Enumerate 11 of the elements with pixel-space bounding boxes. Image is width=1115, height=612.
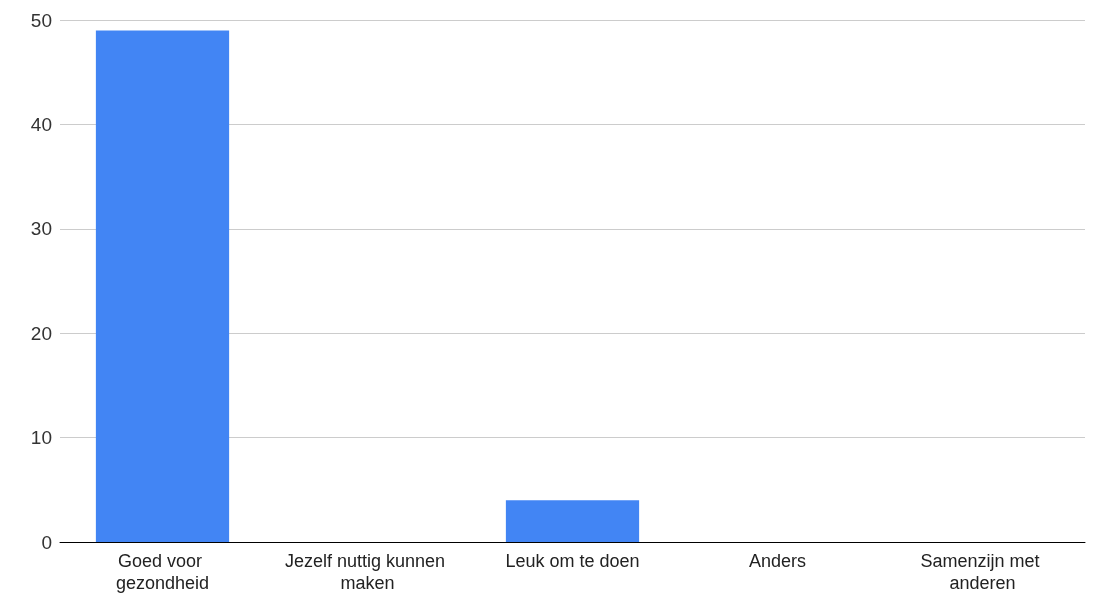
x-tick-label: Anders [748,551,807,571]
x-tick-label: Jezelf nuttig kunnen maken [284,551,451,593]
y-tick-label: 20 [30,322,52,344]
y-tick-label: 30 [30,218,52,240]
x-tick-label: Samenzijn met anderen [920,551,1045,593]
y-tick-label: 40 [30,113,52,135]
x-tick-label: Goed voor gezondheid [115,551,210,593]
x-tick-label: Leuk om te doen [505,551,640,571]
y-tick-label: 0 [41,531,52,553]
y-tick-label: 10 [30,427,52,449]
y-tick-label: 50 [30,9,52,31]
